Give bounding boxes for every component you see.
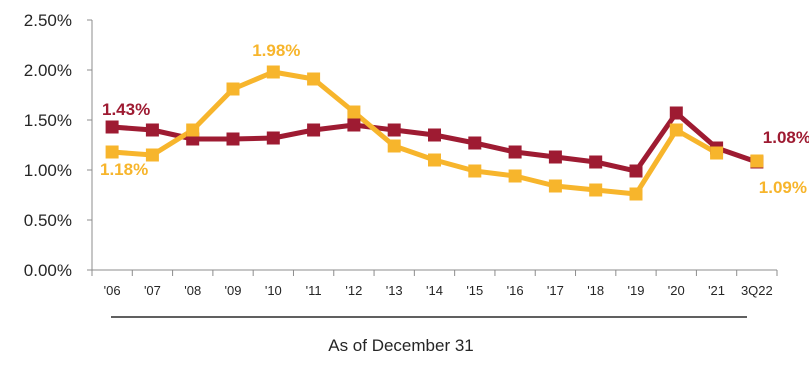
- series-0-point: [548, 150, 562, 164]
- y-tick-label: 1.00%: [24, 161, 72, 180]
- data-label: 1.98%: [252, 41, 300, 60]
- series-line-1: [111, 69, 718, 197]
- series-1-point: [548, 179, 562, 193]
- series-1-point: [307, 72, 321, 86]
- series-1-point: [468, 164, 482, 178]
- x-tick-label: '11: [306, 283, 322, 298]
- series-1-point: [669, 123, 683, 137]
- data-label: 1.08%: [763, 128, 809, 147]
- x-axis-title: As of December 31: [328, 336, 474, 355]
- x-tick-label: '21: [708, 283, 725, 298]
- x-tick-label: '15: [466, 283, 483, 298]
- y-tick-label: 1.50%: [24, 111, 72, 130]
- x-tick-label: 3Q22: [741, 283, 773, 298]
- data-labels: 1.43% 1.18% 1.98% 1.08% 1.09%: [100, 41, 809, 197]
- x-tick-label: '10: [265, 283, 282, 298]
- x-tick-label: '17: [547, 283, 564, 298]
- x-tick-label: '18: [587, 283, 604, 298]
- series-1-point: [266, 65, 280, 79]
- y-tick-label: 0.00%: [24, 261, 72, 280]
- axes: [87, 19, 778, 276]
- series-0-point: [428, 128, 441, 142]
- series-1-point: [226, 82, 240, 96]
- data-label: 1.18%: [100, 160, 148, 179]
- series-1-point: [186, 123, 200, 137]
- y-tick-labels: 0.00% 0.50% 1.00% 1.50% 2.00% 2.50%: [24, 11, 72, 280]
- x-tick-label: '19: [627, 283, 644, 298]
- series-1-point: [710, 146, 724, 160]
- series-markers: [105, 65, 764, 201]
- x-tick-label: '08: [184, 283, 201, 298]
- x-tick-label: '09: [225, 283, 242, 298]
- x-tick-labels: '06 '07 '08 '09 '10 '11 '12 '13 '14 '15 '16 '17 '18 '…: [104, 283, 773, 298]
- series-0-point: [468, 136, 482, 150]
- series-0-point: [105, 120, 119, 134]
- series-0-point: [226, 132, 240, 146]
- series-1-point: [508, 169, 522, 183]
- x-tick-label: '13: [386, 283, 403, 298]
- series-1-point: [428, 153, 441, 167]
- series-1-point: [589, 183, 603, 197]
- y-tick-label: 0.50%: [24, 211, 72, 230]
- series-0-point: [145, 123, 159, 137]
- y-tick-label: 2.00%: [24, 61, 72, 80]
- series-0-point: [589, 155, 603, 169]
- series-1-point: [629, 187, 643, 201]
- x-tick-label: '20: [668, 283, 685, 298]
- y-tick-label: 2.50%: [24, 11, 72, 30]
- series-1-point: [145, 148, 159, 162]
- series-1-point: [387, 139, 401, 153]
- series-0-point: [629, 164, 643, 178]
- series-1-point: [105, 145, 119, 159]
- data-label: 1.43%: [102, 100, 150, 119]
- series-0-point: [266, 131, 280, 145]
- data-label: 1.09%: [759, 178, 807, 197]
- series-0-point: [669, 106, 683, 120]
- series-0-point: [347, 118, 361, 132]
- series-0-point: [387, 123, 401, 137]
- series-1-point: [750, 154, 764, 168]
- series-0-point: [508, 145, 522, 159]
- x-tick-label: '06: [104, 283, 121, 298]
- x-tick-label: '07: [144, 283, 161, 298]
- x-tick-label: '16: [507, 283, 524, 298]
- series-0-point: [307, 123, 321, 137]
- series-1-point: [347, 105, 361, 119]
- x-tick-label: '12: [345, 283, 362, 298]
- x-tick-label: '14: [426, 283, 443, 298]
